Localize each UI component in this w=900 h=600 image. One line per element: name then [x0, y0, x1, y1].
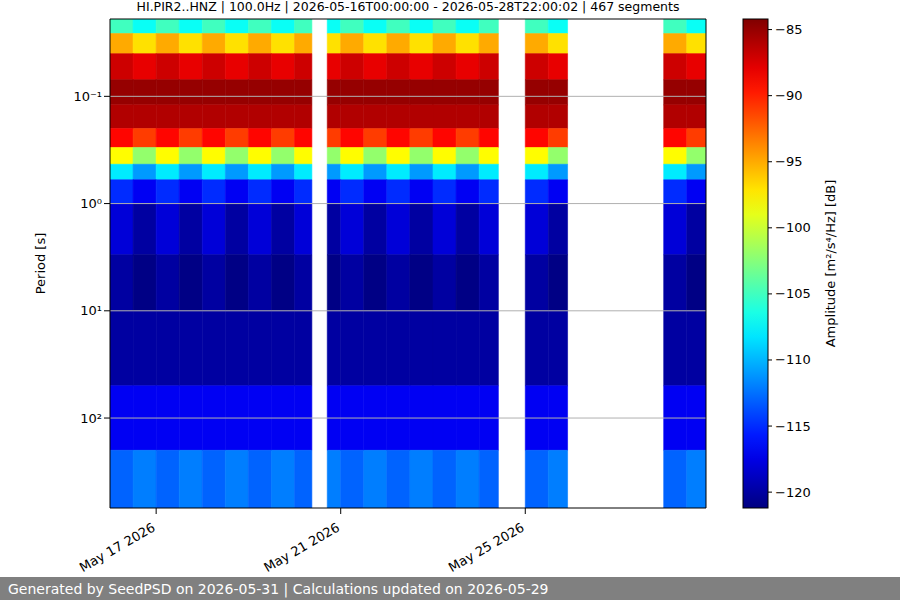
svg-text:May 17 2026: May 17 2026 — [77, 520, 158, 575]
svg-text:May 25 2026: May 25 2026 — [446, 520, 527, 575]
svg-text:−105: −105 — [775, 286, 811, 301]
svg-text:−85: −85 — [775, 22, 802, 37]
svg-text:10¹: 10¹ — [80, 303, 102, 318]
svg-text:−95: −95 — [775, 154, 802, 169]
svg-text:−120: −120 — [775, 485, 811, 500]
svg-text:10⁰: 10⁰ — [80, 196, 102, 211]
svg-text:−90: −90 — [775, 88, 802, 103]
svg-text:HI.PIR2..HNZ | 100.0Hz | 2026-: HI.PIR2..HNZ | 100.0Hz | 2026-05-16T00:0… — [137, 0, 680, 14]
svg-text:May 21 2026: May 21 2026 — [261, 520, 342, 575]
svg-text:−110: −110 — [775, 352, 811, 367]
svg-text:Period [s]: Period [s] — [33, 233, 48, 295]
svg-text:−100: −100 — [775, 220, 811, 235]
svg-text:Generated by SeedPSD on 2026-0: Generated by SeedPSD on 2026-05-31 | Cal… — [8, 581, 549, 598]
svg-text:10²: 10² — [80, 411, 102, 426]
svg-text:10⁻¹: 10⁻¹ — [73, 89, 102, 104]
svg-text:Amplitude [m²/s⁴/Hz] [dB]: Amplitude [m²/s⁴/Hz] [dB] — [823, 180, 838, 348]
svg-text:−115: −115 — [775, 419, 811, 434]
